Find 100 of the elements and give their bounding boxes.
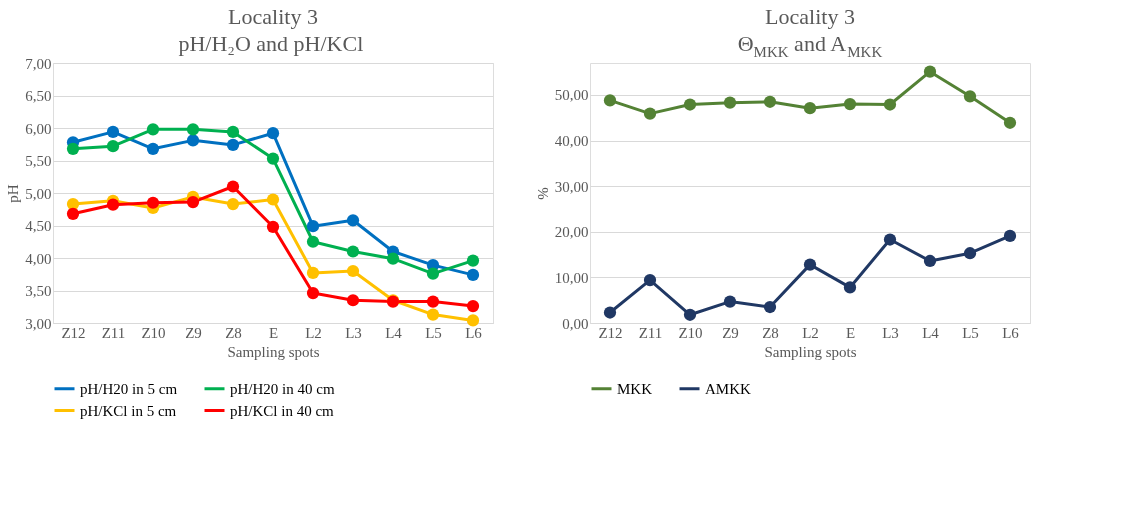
point [466, 268, 480, 282]
point [226, 197, 240, 211]
x-tick-label: L5 [962, 324, 979, 341]
point [723, 295, 737, 308]
point [106, 140, 120, 153]
point [683, 308, 697, 321]
point [146, 196, 160, 209]
point [883, 233, 897, 246]
point [723, 96, 737, 109]
x-tick-label: L4 [922, 324, 940, 341]
y-tick-label: 10,00 [554, 269, 589, 286]
point [763, 300, 777, 314]
point [803, 258, 817, 271]
point [346, 214, 360, 227]
point [603, 94, 617, 107]
point [1003, 229, 1017, 242]
x-tick-label: Z8 [762, 324, 779, 341]
point [306, 266, 320, 280]
point [186, 195, 200, 209]
point [843, 97, 857, 111]
x-tick-label: Z9 [185, 324, 202, 341]
x-tick-label: L6 [1002, 324, 1020, 341]
legend-label: pH/KCl in 40 cm [230, 402, 335, 419]
point [346, 245, 360, 258]
y-tick-label: 7,00 [25, 55, 52, 72]
point [466, 299, 480, 313]
x-tick-label: L2 [802, 324, 819, 341]
point [266, 152, 280, 165]
point [426, 295, 440, 308]
point [306, 286, 320, 300]
x-tick-label: L4 [385, 324, 403, 341]
y-tick-label: 6,00 [25, 120, 52, 137]
point [346, 264, 360, 278]
point [306, 235, 320, 248]
point [803, 102, 817, 115]
point [186, 134, 200, 147]
y-tick-label: 40,00 [554, 133, 589, 150]
y-axis-title: % [534, 187, 551, 200]
x-axis-title: Sampling spots [764, 343, 857, 360]
chart-subtitle: pH/H₂O and pH/KCl [178, 31, 364, 56]
x-tick-label: Z9 [722, 324, 739, 341]
x-tick-label: L6 [465, 324, 483, 341]
point [106, 125, 120, 139]
legend-label: pH/H20 in 5 cm [80, 380, 178, 397]
x-tick-label: Z10 [141, 324, 166, 341]
point [963, 90, 977, 103]
point [643, 274, 657, 287]
point [226, 125, 240, 139]
point [266, 127, 280, 140]
point [346, 294, 360, 307]
point [923, 65, 937, 78]
x-tick-label: Z11 [101, 324, 126, 341]
legend-label: AMKK [705, 380, 751, 397]
legend-label: MKK [617, 380, 653, 397]
point [426, 308, 440, 321]
y-axis-title: pH [5, 184, 22, 203]
point [603, 306, 617, 319]
x-tick-label: L3 [345, 324, 362, 341]
point [266, 193, 280, 206]
x-tick-label: Z12 [598, 324, 623, 341]
point [186, 123, 200, 136]
point [763, 95, 777, 108]
point [466, 254, 480, 267]
point [386, 252, 400, 265]
chart-title: Locality 3 [765, 4, 855, 29]
y-tick-label: 30,00 [554, 178, 589, 195]
x-tick-label: E [268, 324, 279, 341]
point [226, 180, 240, 193]
point [106, 198, 120, 211]
y-tick-label: 50,00 [554, 87, 589, 104]
x-tick-label: L3 [882, 324, 899, 341]
point [466, 314, 480, 327]
point [643, 107, 657, 120]
point [146, 142, 160, 155]
point [923, 254, 937, 268]
point [306, 220, 320, 233]
y-tick-label: 6,50 [25, 88, 52, 104]
y-tick-label: 0,00 [562, 315, 589, 332]
point [1003, 116, 1017, 129]
x-tick-label: L2 [305, 324, 322, 341]
x-tick-label: Z11 [638, 324, 663, 341]
point [66, 207, 80, 220]
point [66, 197, 80, 211]
point [226, 138, 240, 152]
point [426, 267, 440, 280]
x-axis-title: Sampling spots [227, 343, 320, 360]
legend-label: pH/KCl in 5 cm [80, 402, 177, 419]
x-tick-label: Z12 [61, 324, 86, 341]
point [843, 281, 857, 294]
x-tick-label: E [845, 324, 856, 341]
y-tick-label: 3,00 [25, 315, 52, 332]
point [683, 98, 697, 111]
point [266, 220, 280, 233]
point [883, 98, 897, 111]
chart-title: Locality 3 [228, 4, 318, 29]
point [146, 123, 160, 136]
y-tick-label: 3,50 [25, 283, 52, 299]
y-tick-label: 4,00 [25, 250, 52, 267]
y-tick-label: 4,50 [25, 218, 52, 234]
y-tick-label: 20,00 [554, 224, 589, 241]
